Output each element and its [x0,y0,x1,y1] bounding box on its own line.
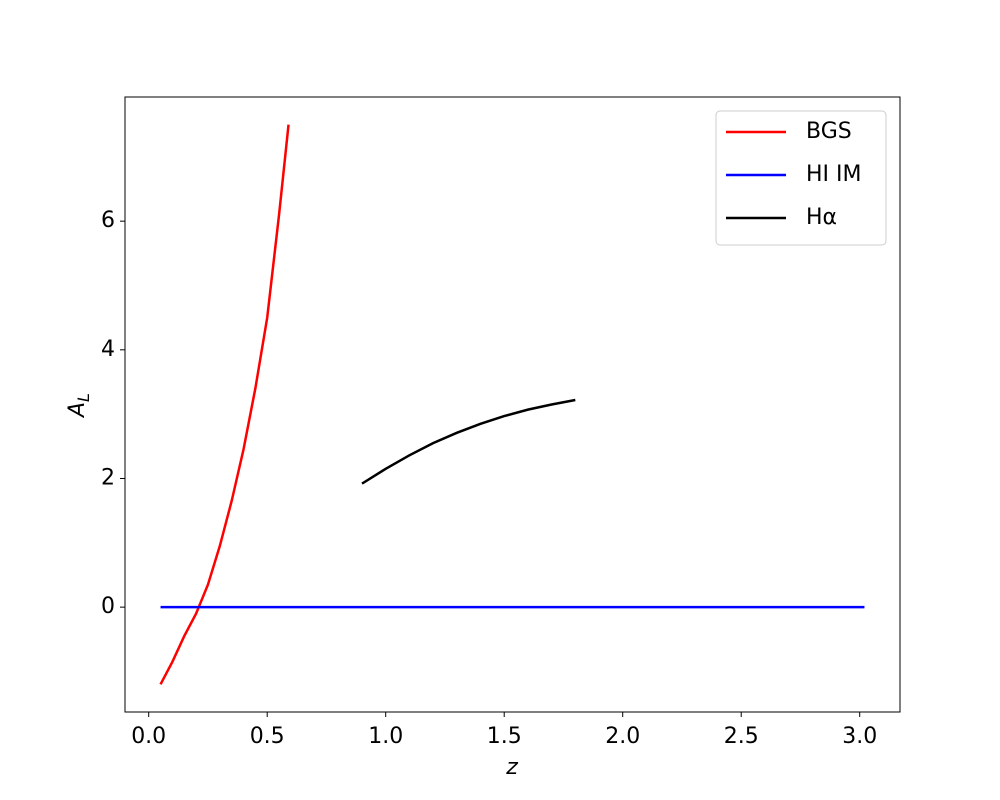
x-tick-label: 2.0 [605,724,640,749]
series-line [361,398,576,485]
legend-box [715,110,887,246]
series-line [159,124,290,685]
x-tick-label: 3.0 [842,724,877,749]
y-tick-label: 4 [101,337,115,362]
plot-frame [124,96,901,713]
x-tick-label: 1.5 [487,724,522,749]
y-tick-label: 0 [101,594,115,619]
legend-label: BGS [806,119,852,144]
x-tick-label: 1.0 [368,724,403,749]
legend-label: Hα [806,205,837,230]
x-tick-label: 2.5 [724,724,759,749]
y-tick-label: 6 [101,208,115,233]
x-axis-label: z [505,755,518,780]
y-tick-label: 2 [101,465,115,490]
x-tick-label: 0.0 [131,724,166,749]
y-axis-label: AL [65,393,93,419]
legend-label: HI IM [806,162,862,187]
x-tick-label: 0.5 [250,724,285,749]
